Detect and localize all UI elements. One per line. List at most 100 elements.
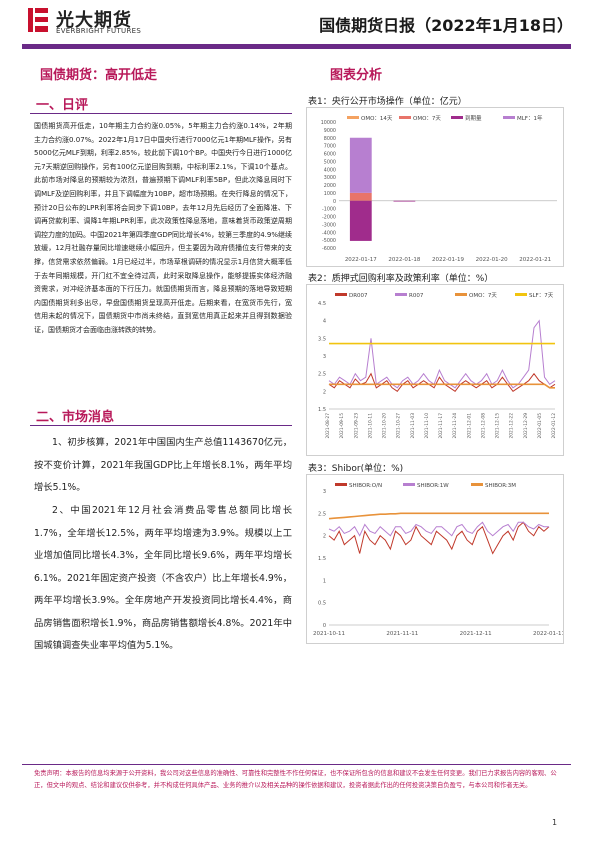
chart2-box: 1.5 2 2.5 3 3.5 4 4.5 2021-08-27 2021-09-15 2021-… (306, 284, 564, 456)
chart-analysis-title: 图表分析 (330, 68, 383, 83)
x-tick-label: 2021-12-22 (509, 413, 515, 439)
x-tick-label: 2021-09-15 (339, 413, 345, 439)
everbright-logo-icon (26, 6, 50, 34)
legend-label: SHIBOR:3M (485, 483, 516, 489)
legend-swatch (503, 116, 515, 119)
chart3-box: 0 0.5 1 1.5 2 2.5 3 2021-10-11 2021-11-11 2021-12… (306, 474, 565, 644)
y-tick-label: 0 (333, 199, 336, 205)
y-tick-label: 4000 (324, 167, 336, 173)
section-market-news-title: 二、市场消息 (36, 410, 115, 425)
brand-name-cn: 光大期货 (56, 10, 132, 31)
y-tick-label: -3000 (322, 222, 336, 228)
legend-label: SHIBOR:1W (417, 483, 449, 489)
y-tick-label: 0 (323, 623, 326, 629)
legend-label: SLF：7天 (529, 292, 554, 299)
x-tick-label: 2022-01-17 (345, 257, 377, 263)
report-title: 国债期货日报（2022年1月18日） (319, 16, 573, 35)
y-tick-label: 1.5 (318, 556, 326, 562)
x-tick-label: 2021-09-23 (353, 413, 359, 439)
y-tick-label: -5000 (322, 238, 336, 244)
legend-swatch (335, 483, 347, 486)
legend-swatch (403, 483, 415, 486)
legend-label: OMO：7天 (469, 292, 497, 299)
bar (349, 137, 372, 193)
y-tick-label: 8000 (324, 136, 336, 142)
legend-label: 到期量 (465, 115, 482, 122)
chart1-box: -6000 -5000 -4000 -3000 -2000 -1000 0 1000 2000 3… (306, 107, 564, 267)
x-tick-label: 2022-01-18 (388, 257, 420, 263)
series-line (329, 383, 555, 389)
y-tick-label: 2 (323, 389, 326, 395)
x-tick-label: 2022-01-19 (432, 257, 464, 263)
disclaimer: 免责声明：本报告的信息均来源于公开资料，我公司对这些信息的准确性、可靠性和完整性… (34, 770, 557, 789)
y-tick-label: 5000 (324, 159, 336, 165)
x-tick-label: 2021-12-15 (495, 413, 501, 439)
legend-label: OMO：14天 (361, 115, 393, 122)
x-tick-label: 2021-11-10 (424, 413, 430, 439)
bar (349, 192, 372, 201)
series-line (328, 319, 556, 389)
legend-swatch (515, 293, 527, 296)
x-tick-label: 2021-12-01 (466, 413, 472, 439)
legend-swatch (399, 116, 411, 119)
legend-swatch (347, 116, 359, 119)
main-title: 国债期货：高开低走 (40, 68, 158, 83)
x-tick-label: 2021-12-08 (480, 413, 486, 439)
legend-label: R007 (409, 293, 424, 299)
x-tick-label: 2022-01-05 (537, 413, 543, 439)
x-tick-label: 2022-01-20 (476, 257, 508, 263)
page-number: 1 (552, 818, 558, 827)
x-tick-label: 2021-11-24 (452, 413, 458, 439)
y-tick-label: 1000 (324, 191, 336, 197)
legend-swatch (451, 116, 463, 119)
legend-swatch (455, 293, 467, 296)
y-tick-label: 3 (323, 354, 326, 360)
daily-commentary: 国债期货高开低走，10年期主力合约涨0.05%，5年期主力合约涨0.14%，2年… (34, 122, 292, 334)
series-line (328, 521, 549, 537)
y-tick-label: 4 (323, 319, 326, 325)
section-rule (30, 425, 292, 426)
x-tick-label: 2022-01-11 (533, 631, 563, 637)
legend-swatch (335, 293, 347, 296)
y-tick-label: 10000 (321, 120, 336, 126)
x-tick-label: 2022-01-12 (551, 413, 557, 439)
legend-swatch (395, 293, 407, 296)
y-tick-label: 2 (323, 534, 326, 540)
x-tick-label: 2021-11-17 (438, 413, 444, 439)
y-tick-label: 6000 (324, 152, 336, 158)
y-tick-label: 2000 (324, 183, 336, 189)
x-tick-label: 2021-10-11 (313, 631, 345, 637)
brand-name-en: EVERBRIGHT FUTURES (56, 27, 142, 35)
y-tick-label: 3.5 (318, 336, 326, 342)
legend-swatch (471, 483, 483, 486)
x-tick-label: 2021-10-27 (396, 413, 402, 439)
bar (349, 200, 372, 241)
shibor-chart: 0 0.5 1 1.5 2 2.5 3 2021-10-11 2021-11-11 2021-12… (313, 483, 565, 637)
y-tick-label: 1 (323, 578, 326, 584)
x-tick-label: 2021-11-03 (410, 413, 416, 439)
series-line (328, 512, 549, 520)
section-daily-review-title: 一、日评 (36, 98, 89, 113)
footer-rule (22, 764, 571, 765)
legend-label: MLF：1年 (517, 114, 543, 122)
x-tick-label: 2022-01-21 (519, 257, 551, 263)
y-tick-label: 9000 (324, 128, 336, 134)
y-tick-label: -1000 (322, 207, 336, 213)
y-tick-label: 7000 (324, 144, 336, 150)
y-tick-label: 4.5 (318, 301, 326, 307)
y-tick-label: 3 (323, 489, 326, 495)
x-tick-label: 2021-08-27 (325, 413, 331, 439)
x-tick-label: 2021-12-29 (523, 413, 529, 439)
y-tick-label: -2000 (322, 215, 336, 221)
y-tick-label: -4000 (322, 230, 336, 236)
y-tick-label: -6000 (322, 246, 336, 252)
chart2-caption: 表2：质押式回购利率及政策利率（单位：%） (308, 274, 494, 284)
series-line (328, 372, 556, 392)
y-tick-label: 0.5 (318, 601, 326, 607)
chart3-caption: 表3：Shibor(单位：%) (308, 464, 404, 474)
header-rule (22, 44, 571, 49)
repo-rate-chart: 1.5 2 2.5 3 3.5 4 4.5 2021-08-27 2021-09-15 2021-… (318, 292, 557, 439)
chart1-caption: 表1：央行公开市场操作（单位：亿元） (308, 97, 467, 107)
news-item-consumption: 2、中国2021年12月社会消费品零售总额同比增长1.7%，全年增长12.5%，… (34, 505, 292, 651)
bar (393, 200, 416, 202)
